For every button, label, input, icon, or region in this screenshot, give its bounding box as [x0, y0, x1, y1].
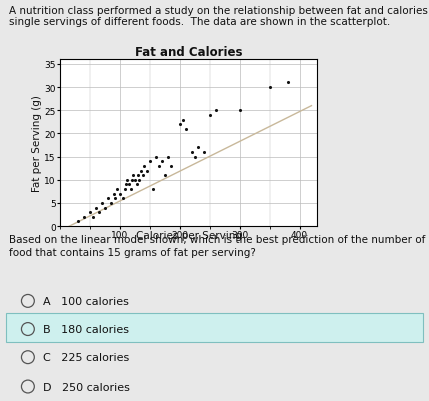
Point [284, 80, 291, 87]
Point [93, 205, 100, 211]
Point [158, 159, 165, 165]
Point [127, 186, 134, 193]
Point [114, 186, 121, 193]
Point [124, 177, 130, 184]
Point [117, 191, 124, 197]
Point [179, 117, 186, 124]
Point [137, 168, 144, 174]
Point [108, 200, 115, 207]
Point [136, 177, 142, 184]
Point [191, 154, 198, 160]
Point [120, 196, 127, 202]
Point [131, 177, 138, 184]
Point [161, 172, 168, 179]
Title: Fat and Calories: Fat and Calories [135, 46, 242, 59]
Text: Based on the linear model shown, which is the best prediction of the number of c: Based on the linear model shown, which i… [9, 235, 429, 258]
Point [105, 196, 112, 202]
Point [149, 186, 156, 193]
Text: A   100 calories: A 100 calories [43, 296, 129, 306]
Text: D   250 calories: D 250 calories [43, 382, 130, 391]
Point [102, 205, 109, 211]
Point [134, 172, 141, 179]
Point [121, 186, 128, 193]
Point [99, 200, 106, 207]
Point [152, 154, 159, 160]
Point [75, 219, 82, 225]
Point [155, 163, 162, 170]
Point [266, 85, 273, 91]
Point [236, 108, 243, 114]
Point [212, 108, 219, 114]
Point [96, 209, 103, 216]
Point [130, 172, 136, 179]
Point [146, 159, 153, 165]
Point [167, 163, 174, 170]
Text: Calories per Serving: Calories per Serving [136, 230, 242, 240]
Point [164, 154, 171, 160]
Point [194, 145, 201, 151]
Point [206, 112, 213, 119]
Text: A nutrition class performed a study on the relationship between fat and calories: A nutrition class performed a study on t… [9, 6, 429, 16]
Point [81, 214, 88, 221]
Point [140, 163, 147, 170]
Point [112, 196, 118, 202]
Text: single servings of different foods.  The data are shown in the scatterplot.: single servings of different foods. The … [9, 17, 390, 27]
Point [200, 150, 207, 156]
Point [87, 209, 94, 216]
Point [188, 150, 195, 156]
Point [128, 177, 135, 184]
Point [176, 122, 183, 128]
Point [143, 168, 150, 174]
Y-axis label: Fat per Serving (g): Fat per Serving (g) [32, 95, 42, 192]
Point [182, 126, 189, 133]
Text: C   225 calories: C 225 calories [43, 352, 129, 362]
Point [122, 182, 129, 188]
Point [90, 214, 97, 221]
Point [111, 191, 118, 197]
Point [133, 182, 140, 188]
Point [139, 172, 146, 179]
Text: B   180 calories: B 180 calories [43, 324, 129, 334]
Point [125, 182, 132, 188]
